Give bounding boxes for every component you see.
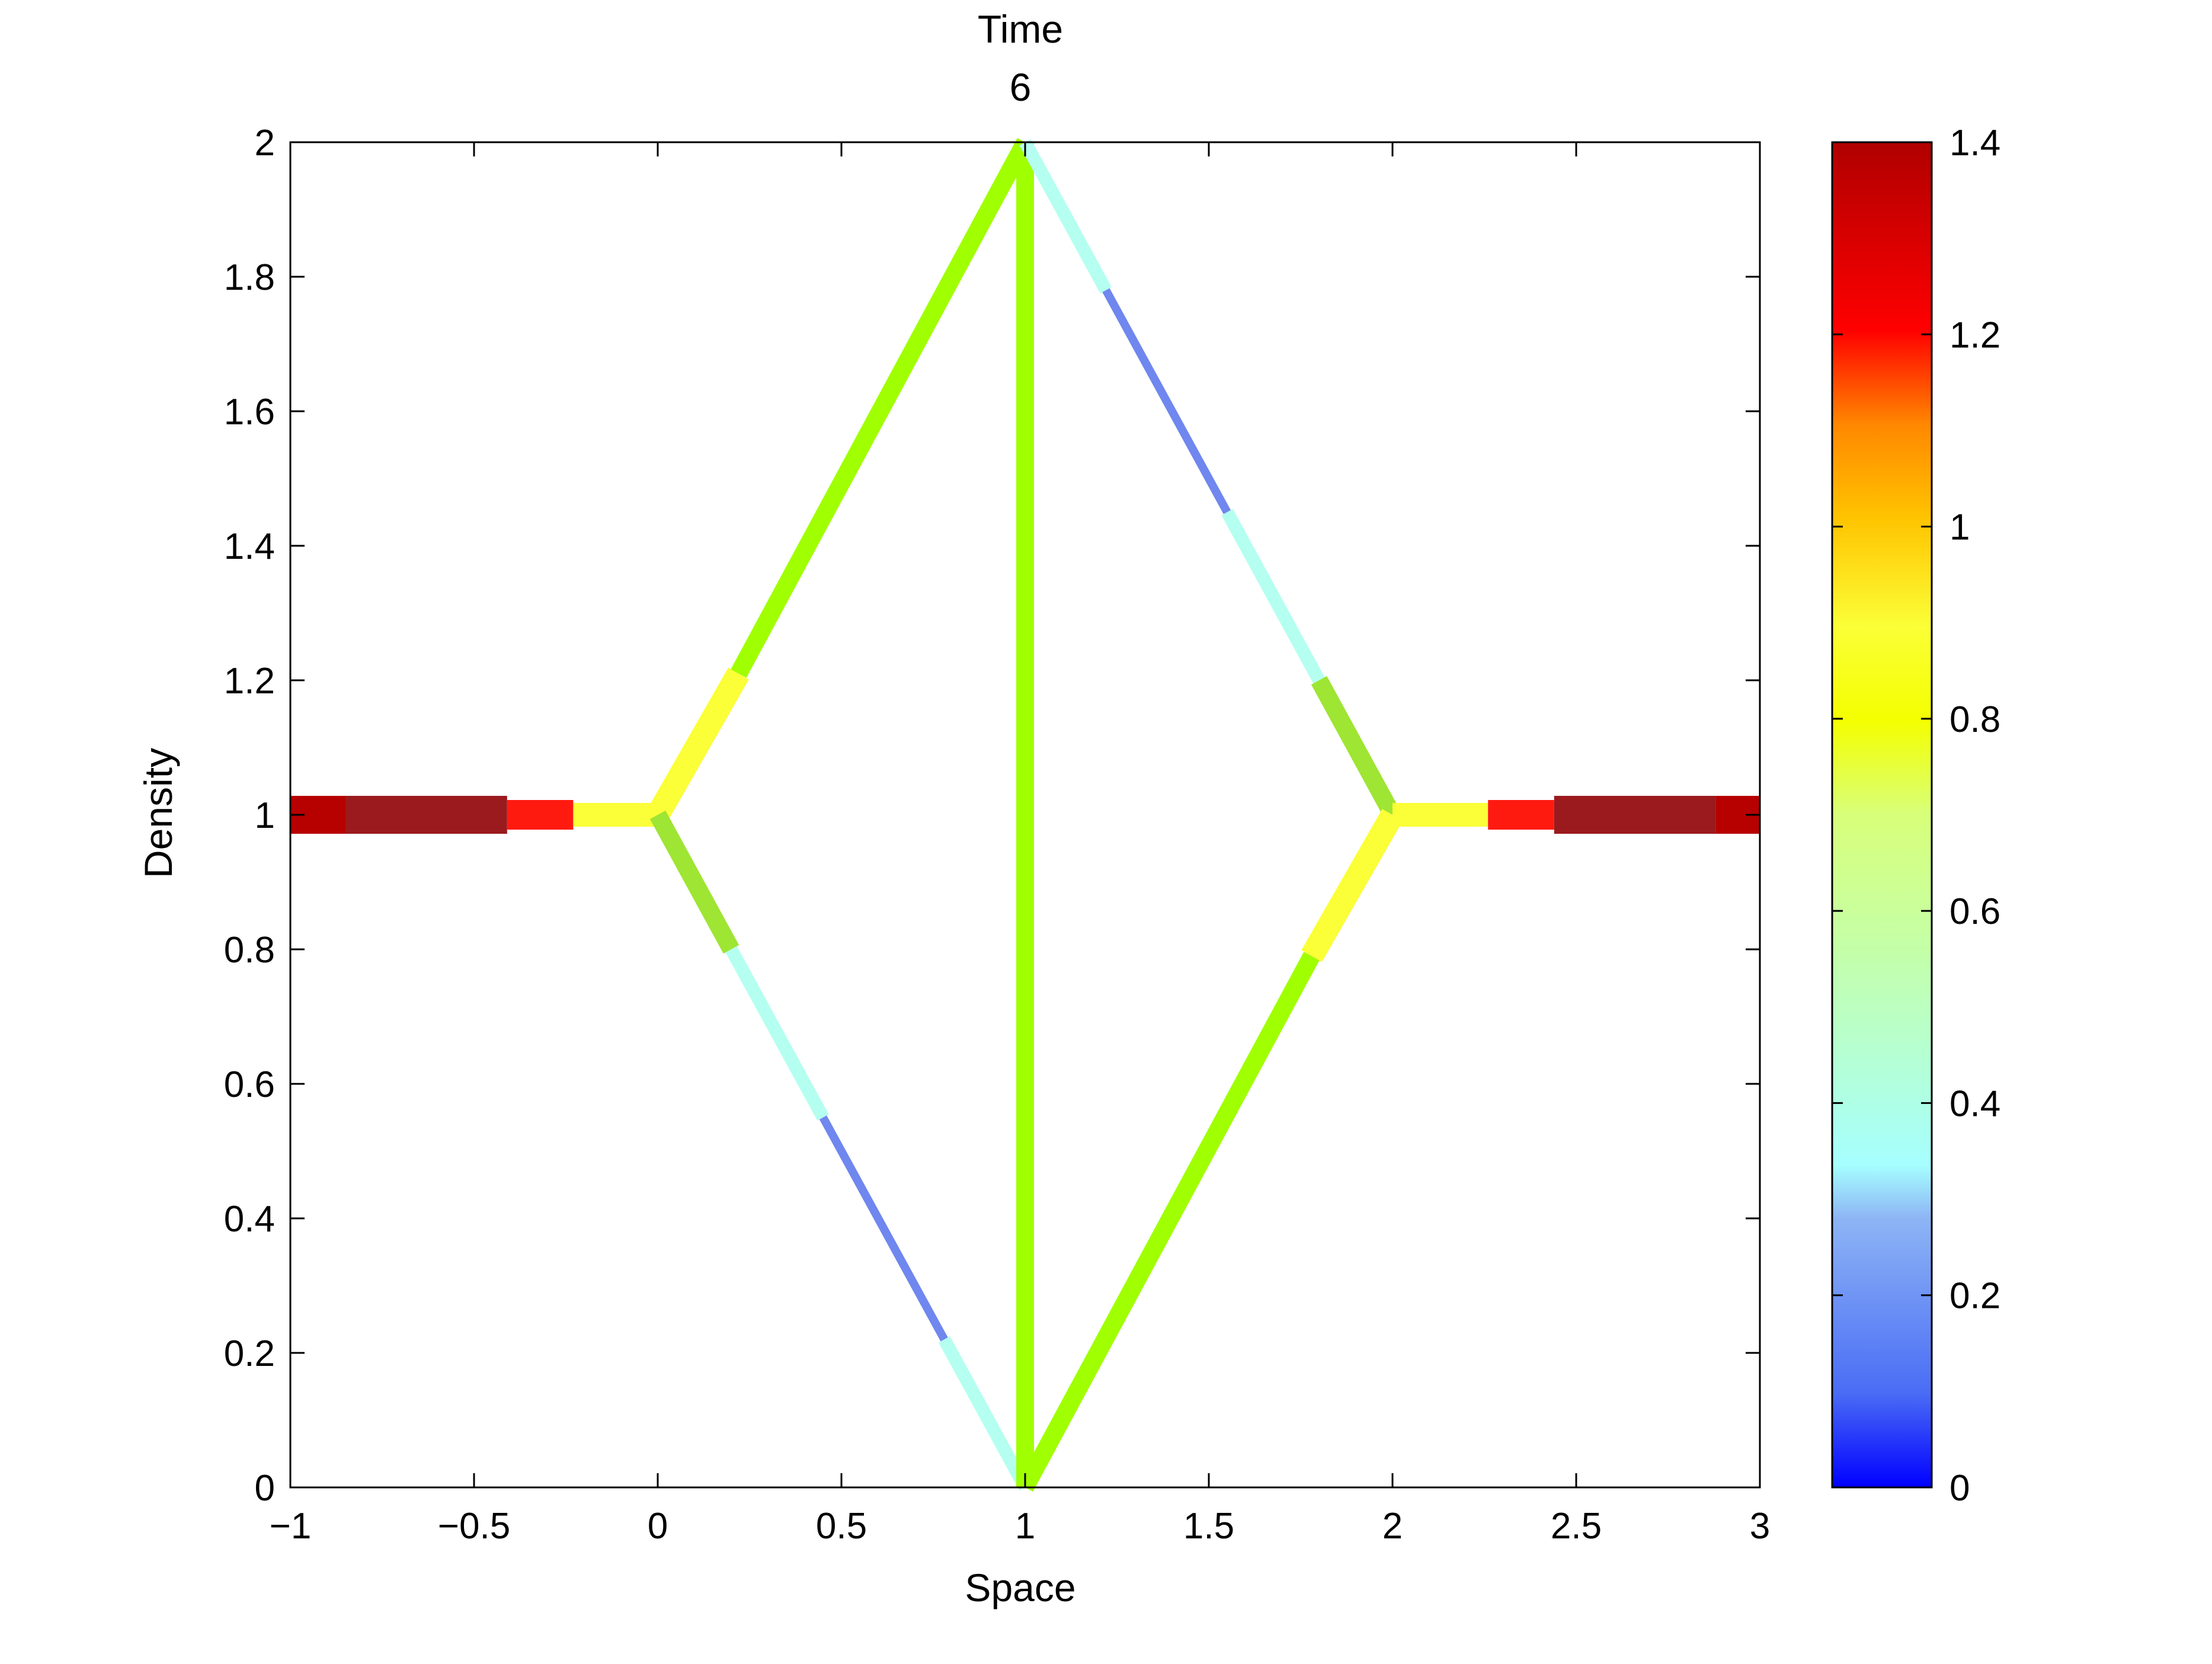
x-tick-label: 0.5 [816,1506,867,1547]
x-tick-label: −0.5 [438,1506,510,1547]
x-tick-label: 2.5 [1551,1506,1602,1547]
colorbar: 0 0.2 0.4 0.6 0.8 1 1.2 1.4 [1831,123,2000,1509]
y-tick-label: 0.6 [224,1064,275,1105]
x-tick-label: 0 [648,1506,668,1547]
y-tick-label: 0.8 [224,930,275,971]
colorbar-ticks: 0 0.2 0.4 0.6 0.8 1 1.2 1.4 [1832,123,2000,1509]
x-axis-label: Space [965,1566,1075,1609]
y-tick-label: 1.6 [224,392,275,433]
colorbar-tick-label: 0.4 [1949,1083,2000,1124]
colorbar-tick-label: 1.2 [1949,315,2000,356]
segment-upper-left-1 [647,667,749,821]
colorbar-gradient [1831,141,1933,1489]
y-tick-label: 1 [255,795,275,836]
y-tick-label: 1.2 [224,661,275,702]
segment-lower-left-2 [725,946,829,1121]
segment-lower-left-3 [819,1115,948,1342]
segment-upper-right-2 [1102,288,1231,514]
colorbar-tick-label: 0 [1949,1468,1970,1509]
segment-lower-left-1 [649,810,740,954]
axes-frame [289,141,1761,1489]
segment-lower-right-2 [1301,809,1403,962]
y-tick-label: 0.4 [224,1199,275,1240]
colorbar-tick-label: 1.4 [1949,123,2000,164]
plot-area [290,137,1760,1492]
y-tick-label: 2 [255,123,275,164]
x-axis: −1 −0.5 0 0.5 1 1.5 2 2.5 3 [270,142,1770,1547]
y-tick-label: 1.4 [224,526,275,567]
colorbar-tick-label: 1 [1949,507,1970,548]
x-tick-label: 3 [1750,1506,1770,1547]
segment-upper-right-3 [1221,508,1325,684]
x-tick-label: 2 [1382,1506,1403,1547]
segment-upper-right-4 [1311,676,1401,820]
colorbar-tick-label: 0.6 [1949,891,2000,932]
colorbar-tick-label: 0.8 [1949,699,2000,740]
x-tick-label: 1 [1015,1506,1035,1547]
y-axis-label: Density [136,748,180,878]
y-tick-label: 0.2 [224,1333,275,1374]
segment-upper-right-1 [1019,139,1112,293]
colorbar-tick-label: 0.2 [1949,1276,2000,1317]
x-tick-label: −1 [270,1506,312,1547]
y-tick-label: 1.8 [224,257,275,298]
segment-upper-left-2 [731,137,1033,678]
y-axis: 0 0.2 0.4 0.6 0.8 1 1.2 1.4 1.6 1.8 2 [224,123,1760,1509]
x-tick-label: 1.5 [1183,1506,1234,1547]
plot-title-line-1: Time [978,7,1063,51]
segment-lower-left-4 [938,1336,1031,1491]
plot-title-line-2: 6 [1010,65,1032,109]
y-tick-label: 0 [255,1468,275,1509]
segment-lower-right-1 [1017,952,1320,1492]
